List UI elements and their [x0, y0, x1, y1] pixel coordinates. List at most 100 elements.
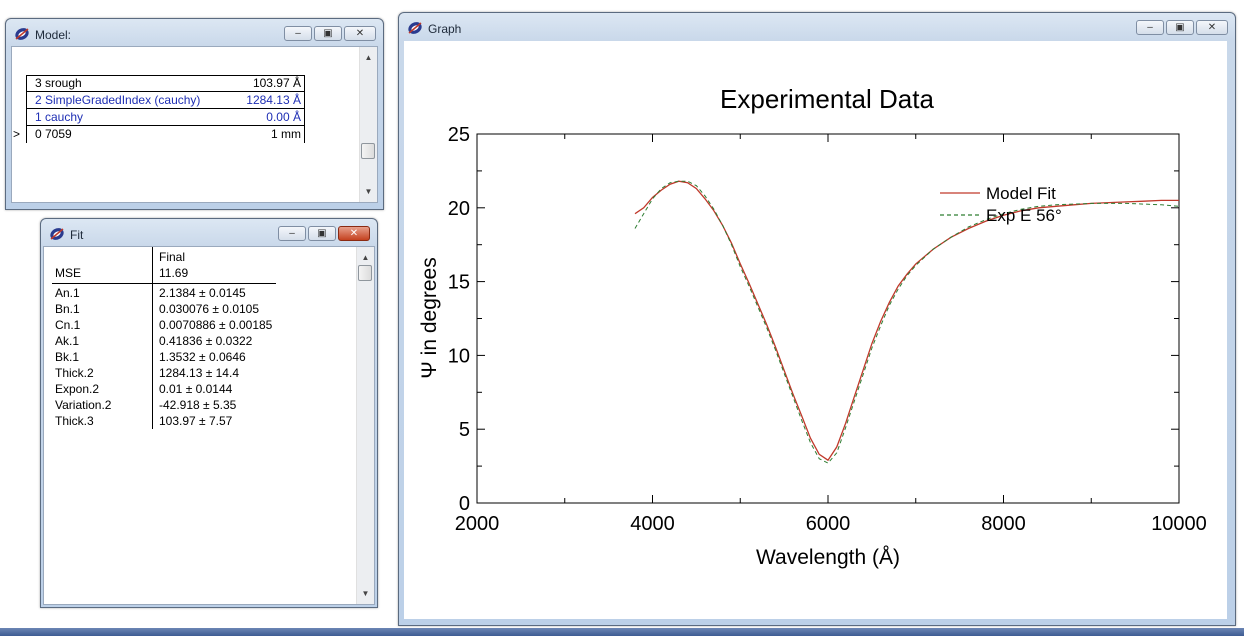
param-name: Variation.2 [55, 398, 112, 412]
param-name: Cn.1 [55, 318, 81, 332]
param-value: 0.030076 ± 0.0105 [159, 302, 260, 316]
mse-value: 11.69 [159, 266, 189, 280]
y-tick-label: 15 [448, 272, 470, 294]
fit-client-area: Final MSE 11.69 An.1 2.1384 ± 0.0145 Bn.1 0… [43, 246, 375, 605]
param-name: An.1 [55, 286, 80, 300]
legend-label: Exp E 56° [986, 206, 1062, 225]
layer-name[interactable]: 0 7059 [35, 127, 72, 141]
graph-window: Graph – ▣ ✕ Experimental Data 2000 4000 60… [398, 12, 1236, 626]
fit-scrollbar[interactable]: ▲ ▼ [356, 247, 374, 604]
param-name: Thick.3 [55, 414, 94, 428]
y-tick-label: 0 [459, 493, 470, 515]
fit-window: Fit – ▣ ✕ Final MSE 11.69 An.1 2.1384 ± 0… [40, 218, 378, 608]
scroll-up-arrow[interactable]: ▲ [361, 253, 370, 262]
plot-frame [476, 133, 1180, 504]
layer-row[interactable]: >0 7059 1 mm [13, 126, 305, 143]
maximize-icon: ▣ [317, 227, 327, 239]
minimize-icon: – [1147, 21, 1153, 33]
app-icon [15, 28, 29, 40]
x-tick-label: 10000 [1151, 513, 1207, 535]
close-button[interactable]: ✕ [1196, 20, 1228, 35]
minimize-icon: – [295, 27, 301, 39]
fit-param-row: Thick.3 103.97 ± 7.57 [55, 414, 355, 430]
maximize-icon: ▣ [1175, 21, 1185, 33]
scroll-thumb[interactable] [358, 265, 372, 281]
model-window: Model: – ▣ ✕ 3 srough 103.97 Å 2 SimpleGra… [5, 18, 384, 210]
layer-row[interactable]: 1 cauchy 0.00 Å [26, 109, 305, 126]
y-tick-label: 5 [459, 419, 470, 441]
taskbar-edge [0, 628, 1244, 636]
fit-param-row: Expon.2 0.01 ± 0.0144 [55, 382, 355, 398]
header-divider [52, 283, 276, 284]
param-name: Thick.2 [55, 366, 94, 380]
layer-name[interactable]: 3 srough [35, 76, 82, 90]
param-value: 1284.13 ± 14.4 [159, 366, 239, 380]
fit-param-row: Cn.1 0.0070886 ± 0.00185 [55, 318, 355, 334]
close-icon: ✕ [1207, 21, 1217, 33]
maximize-button[interactable]: ▣ [1166, 20, 1194, 35]
param-value: 0.01 ± 0.0144 [159, 382, 233, 396]
close-icon: ✕ [349, 227, 359, 239]
minimize-button[interactable]: – [1136, 20, 1164, 35]
param-name: Bk.1 [55, 350, 80, 364]
y-tick-label: 20 [448, 198, 470, 220]
layer-name[interactable]: 2 SimpleGradedIndex (cauchy) [35, 93, 201, 107]
maximize-icon: ▣ [323, 27, 333, 39]
fit-titlebar[interactable]: Fit – ▣ ✕ [41, 219, 377, 249]
param-name: Ak.1 [55, 334, 80, 348]
fit-param-row: Thick.2 1284.13 ± 14.4 [55, 366, 355, 382]
chart[interactable]: Experimental Data 2000 4000 6000 8000 10000 0… [404, 41, 1227, 619]
fit-param-row: Bk.1 1.3532 ± 0.0646 [55, 350, 355, 366]
maximize-button[interactable]: ▣ [308, 226, 336, 241]
minimize-icon: – [289, 227, 295, 239]
model-scrollbar[interactable]: ▲ ▼ [359, 47, 377, 202]
scroll-down-arrow[interactable]: ▼ [364, 187, 373, 196]
model-titlebar[interactable]: Model: – ▣ ✕ [6, 19, 383, 49]
scroll-up-arrow[interactable]: ▲ [364, 53, 373, 62]
graph-titlebar[interactable]: Graph – ▣ ✕ [399, 13, 1235, 43]
series-experimental-line [634, 180, 1180, 464]
column-divider [152, 247, 153, 429]
scroll-down-arrow[interactable]: ▼ [361, 589, 370, 598]
mse-label: MSE [55, 266, 82, 280]
y-axis-label: Ψ in degrees [418, 257, 441, 378]
param-value: 2.1384 ± 0.0145 [159, 286, 246, 300]
maximize-button[interactable]: ▣ [314, 26, 342, 41]
param-value: 0.41836 ± 0.0322 [159, 334, 253, 348]
param-value: 0.0070886 ± 0.00185 [159, 318, 273, 332]
close-button[interactable]: ✕ [344, 26, 376, 41]
layer-thickness[interactable]: 1284.13 Å [246, 93, 301, 107]
fit-param-row: An.1 2.1384 ± 0.0145 [55, 286, 355, 302]
x-tick-label: 4000 [630, 513, 675, 535]
legend-label: Model Fit [986, 184, 1056, 203]
x-tick-label: 8000 [981, 513, 1026, 535]
layer-row[interactable]: 3 srough 103.97 Å [26, 75, 305, 92]
layer-thickness[interactable]: 103.97 Å [252, 76, 301, 90]
param-value: 1.3532 ± 0.0646 [159, 350, 246, 364]
layer-table: 3 srough 103.97 Å 2 SimpleGradedIndex (cau… [13, 75, 305, 143]
param-name: Expon.2 [55, 382, 100, 396]
series-model-fit-line [634, 180, 1179, 462]
close-icon: ✕ [355, 27, 365, 39]
fit-param-row: Bn.1 0.030076 ± 0.0105 [55, 302, 355, 318]
graph-window-title: Graph [428, 22, 462, 36]
minimize-button[interactable]: – [278, 226, 306, 241]
model-client-area: 3 srough 103.97 Å 2 SimpleGradedIndex (cau… [11, 46, 378, 203]
layer-name[interactable]: 1 cauchy [35, 110, 84, 124]
x-axis-label: Wavelength (Å) [756, 546, 900, 569]
layer-row[interactable]: 2 SimpleGradedIndex (cauchy) 1284.13 Å [26, 92, 305, 109]
y-tick-label: 10 [448, 345, 470, 367]
fit-param-row: Variation.2 -42.918 ± 5.35 [55, 398, 355, 414]
current-layer-marker: > [13, 127, 21, 141]
fit-column-header: Final [159, 250, 186, 264]
param-name: Bn.1 [55, 302, 80, 316]
x-tick-label: 2000 [455, 513, 500, 535]
model-window-title: Model: [35, 28, 72, 42]
scroll-thumb[interactable] [361, 143, 375, 159]
param-value: 103.97 ± 7.57 [159, 414, 233, 428]
close-button[interactable]: ✕ [338, 226, 370, 241]
minimize-button[interactable]: – [284, 26, 312, 41]
layer-thickness[interactable]: 0.00 Å [266, 110, 301, 124]
layer-thickness[interactable]: 1 mm [271, 127, 301, 141]
app-icon [408, 22, 422, 34]
